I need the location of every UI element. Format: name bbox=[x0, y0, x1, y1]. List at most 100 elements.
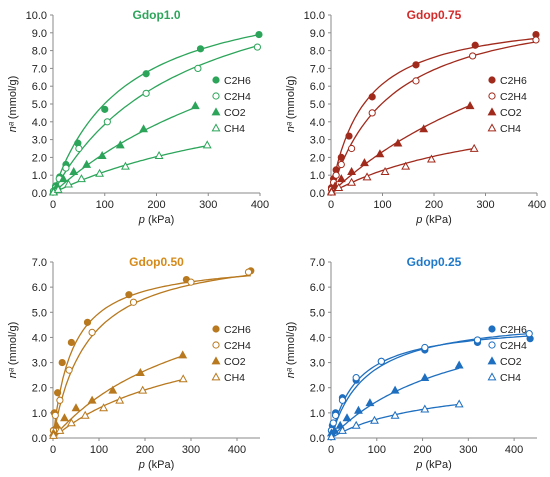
legend-marker bbox=[488, 325, 496, 333]
data-point bbox=[88, 328, 96, 336]
fit-curve bbox=[52, 45, 258, 194]
data-point bbox=[368, 109, 376, 117]
data-point bbox=[49, 430, 58, 439]
data-point bbox=[370, 415, 379, 424]
data-series bbox=[49, 268, 253, 439]
data-point bbox=[342, 413, 352, 422]
data-point bbox=[332, 171, 340, 179]
data-point bbox=[58, 358, 66, 367]
fit-curve bbox=[52, 34, 260, 194]
legend-label: C2H6 bbox=[500, 324, 527, 336]
legend-marker bbox=[487, 123, 497, 132]
legend-label: C2H4 bbox=[500, 91, 527, 103]
data-point bbox=[121, 161, 130, 170]
data-point bbox=[71, 403, 81, 412]
fit-curve bbox=[330, 37, 537, 194]
legend-marker bbox=[211, 123, 221, 132]
fit-curve bbox=[330, 41, 537, 194]
y-tick-label: 0.0 bbox=[310, 433, 325, 445]
y-tick-label: 0.0 bbox=[32, 433, 47, 445]
data-point bbox=[390, 385, 400, 394]
x-tick-label: 0 bbox=[50, 199, 56, 211]
data-point bbox=[75, 144, 83, 153]
data-point bbox=[420, 373, 430, 382]
data-series bbox=[327, 399, 464, 441]
y-tick-label: 3.0 bbox=[310, 135, 325, 147]
x-tick-label: 400 bbox=[251, 199, 269, 211]
legend-label: CO2 bbox=[500, 356, 522, 368]
x-tick-label: 200 bbox=[147, 199, 165, 211]
chart-title: Gdop0.50 bbox=[129, 255, 184, 269]
fit-curve bbox=[52, 378, 184, 439]
data-point bbox=[401, 161, 411, 170]
legend-label: C2H6 bbox=[500, 75, 527, 87]
data-point bbox=[178, 350, 188, 359]
data-point bbox=[347, 167, 357, 176]
x-tick-label: 200 bbox=[413, 444, 431, 456]
data-point bbox=[412, 61, 420, 69]
data-point bbox=[360, 158, 369, 167]
y-tick-label: 6.0 bbox=[310, 81, 325, 93]
chart-panel: 0.0 1.0 2.0 3.0 4.0 5.0 6.0 7.0 0 100 200 300 400 p (… bbox=[7, 255, 260, 471]
data-point bbox=[65, 366, 73, 374]
data-point bbox=[362, 172, 372, 181]
y-tick-label: 5.0 bbox=[310, 307, 325, 319]
data-point bbox=[253, 43, 262, 51]
legend-label: CH4 bbox=[500, 123, 521, 135]
chart-title: Gdop0.75 bbox=[407, 8, 462, 22]
legend-marker bbox=[211, 372, 221, 381]
data-point bbox=[108, 385, 118, 394]
data-point bbox=[327, 187, 336, 196]
data-point bbox=[454, 360, 464, 369]
data-point bbox=[337, 160, 345, 169]
y-tick-label: 5.0 bbox=[32, 99, 47, 111]
y-tick-label: 10.0 bbox=[304, 10, 325, 22]
legend-label: C2H6 bbox=[224, 75, 251, 87]
x-tick-label: 200 bbox=[425, 199, 443, 211]
legend-marker bbox=[212, 341, 220, 349]
y-tick-label: 9.0 bbox=[32, 28, 47, 40]
data-point bbox=[67, 338, 76, 347]
legend-label: C2H6 bbox=[224, 324, 251, 336]
data-point bbox=[53, 184, 63, 193]
data-point bbox=[352, 374, 360, 382]
y-tick-label: 3.0 bbox=[310, 358, 325, 370]
legend-label: CO2 bbox=[224, 107, 246, 119]
data-point bbox=[142, 89, 150, 97]
data-point bbox=[335, 420, 345, 429]
data-point bbox=[338, 396, 347, 404]
data-point bbox=[99, 403, 109, 412]
x-axis-label: p (kPa) bbox=[138, 214, 174, 226]
data-point bbox=[54, 389, 62, 397]
legend-marker bbox=[487, 356, 497, 365]
y-tick-label: 4.0 bbox=[310, 332, 325, 344]
x-tick-label: 200 bbox=[136, 444, 154, 456]
fit-curve bbox=[330, 332, 530, 439]
y-tick-label: 8.0 bbox=[32, 46, 47, 58]
x-tick-label: 0 bbox=[328, 444, 334, 456]
x-axis-label: p (kPa) bbox=[415, 459, 451, 471]
data-point bbox=[139, 124, 149, 133]
data-point bbox=[426, 154, 436, 163]
x-tick-label: 0 bbox=[50, 444, 56, 456]
data-point bbox=[375, 149, 385, 158]
y-tick-label: 6.0 bbox=[32, 282, 47, 294]
fit-curve bbox=[330, 147, 475, 194]
data-point bbox=[421, 343, 429, 352]
y-axis-label: nᵃ (mmol/g) bbox=[285, 322, 297, 379]
legend-marker bbox=[488, 76, 496, 84]
data-point bbox=[469, 143, 479, 152]
data-point bbox=[115, 395, 125, 404]
y-tick-label: 6.0 bbox=[310, 282, 325, 294]
data-point bbox=[135, 367, 145, 377]
x-tick-label: 300 bbox=[199, 199, 217, 211]
legend-label: CO2 bbox=[224, 356, 246, 368]
data-point bbox=[101, 105, 109, 113]
fit-curve bbox=[52, 275, 251, 439]
data-point bbox=[347, 177, 357, 186]
data-series bbox=[327, 360, 464, 439]
y-tick-label: 1.0 bbox=[32, 170, 47, 182]
x-tick-label: 100 bbox=[96, 199, 114, 211]
legend-label: C2H4 bbox=[500, 340, 527, 352]
